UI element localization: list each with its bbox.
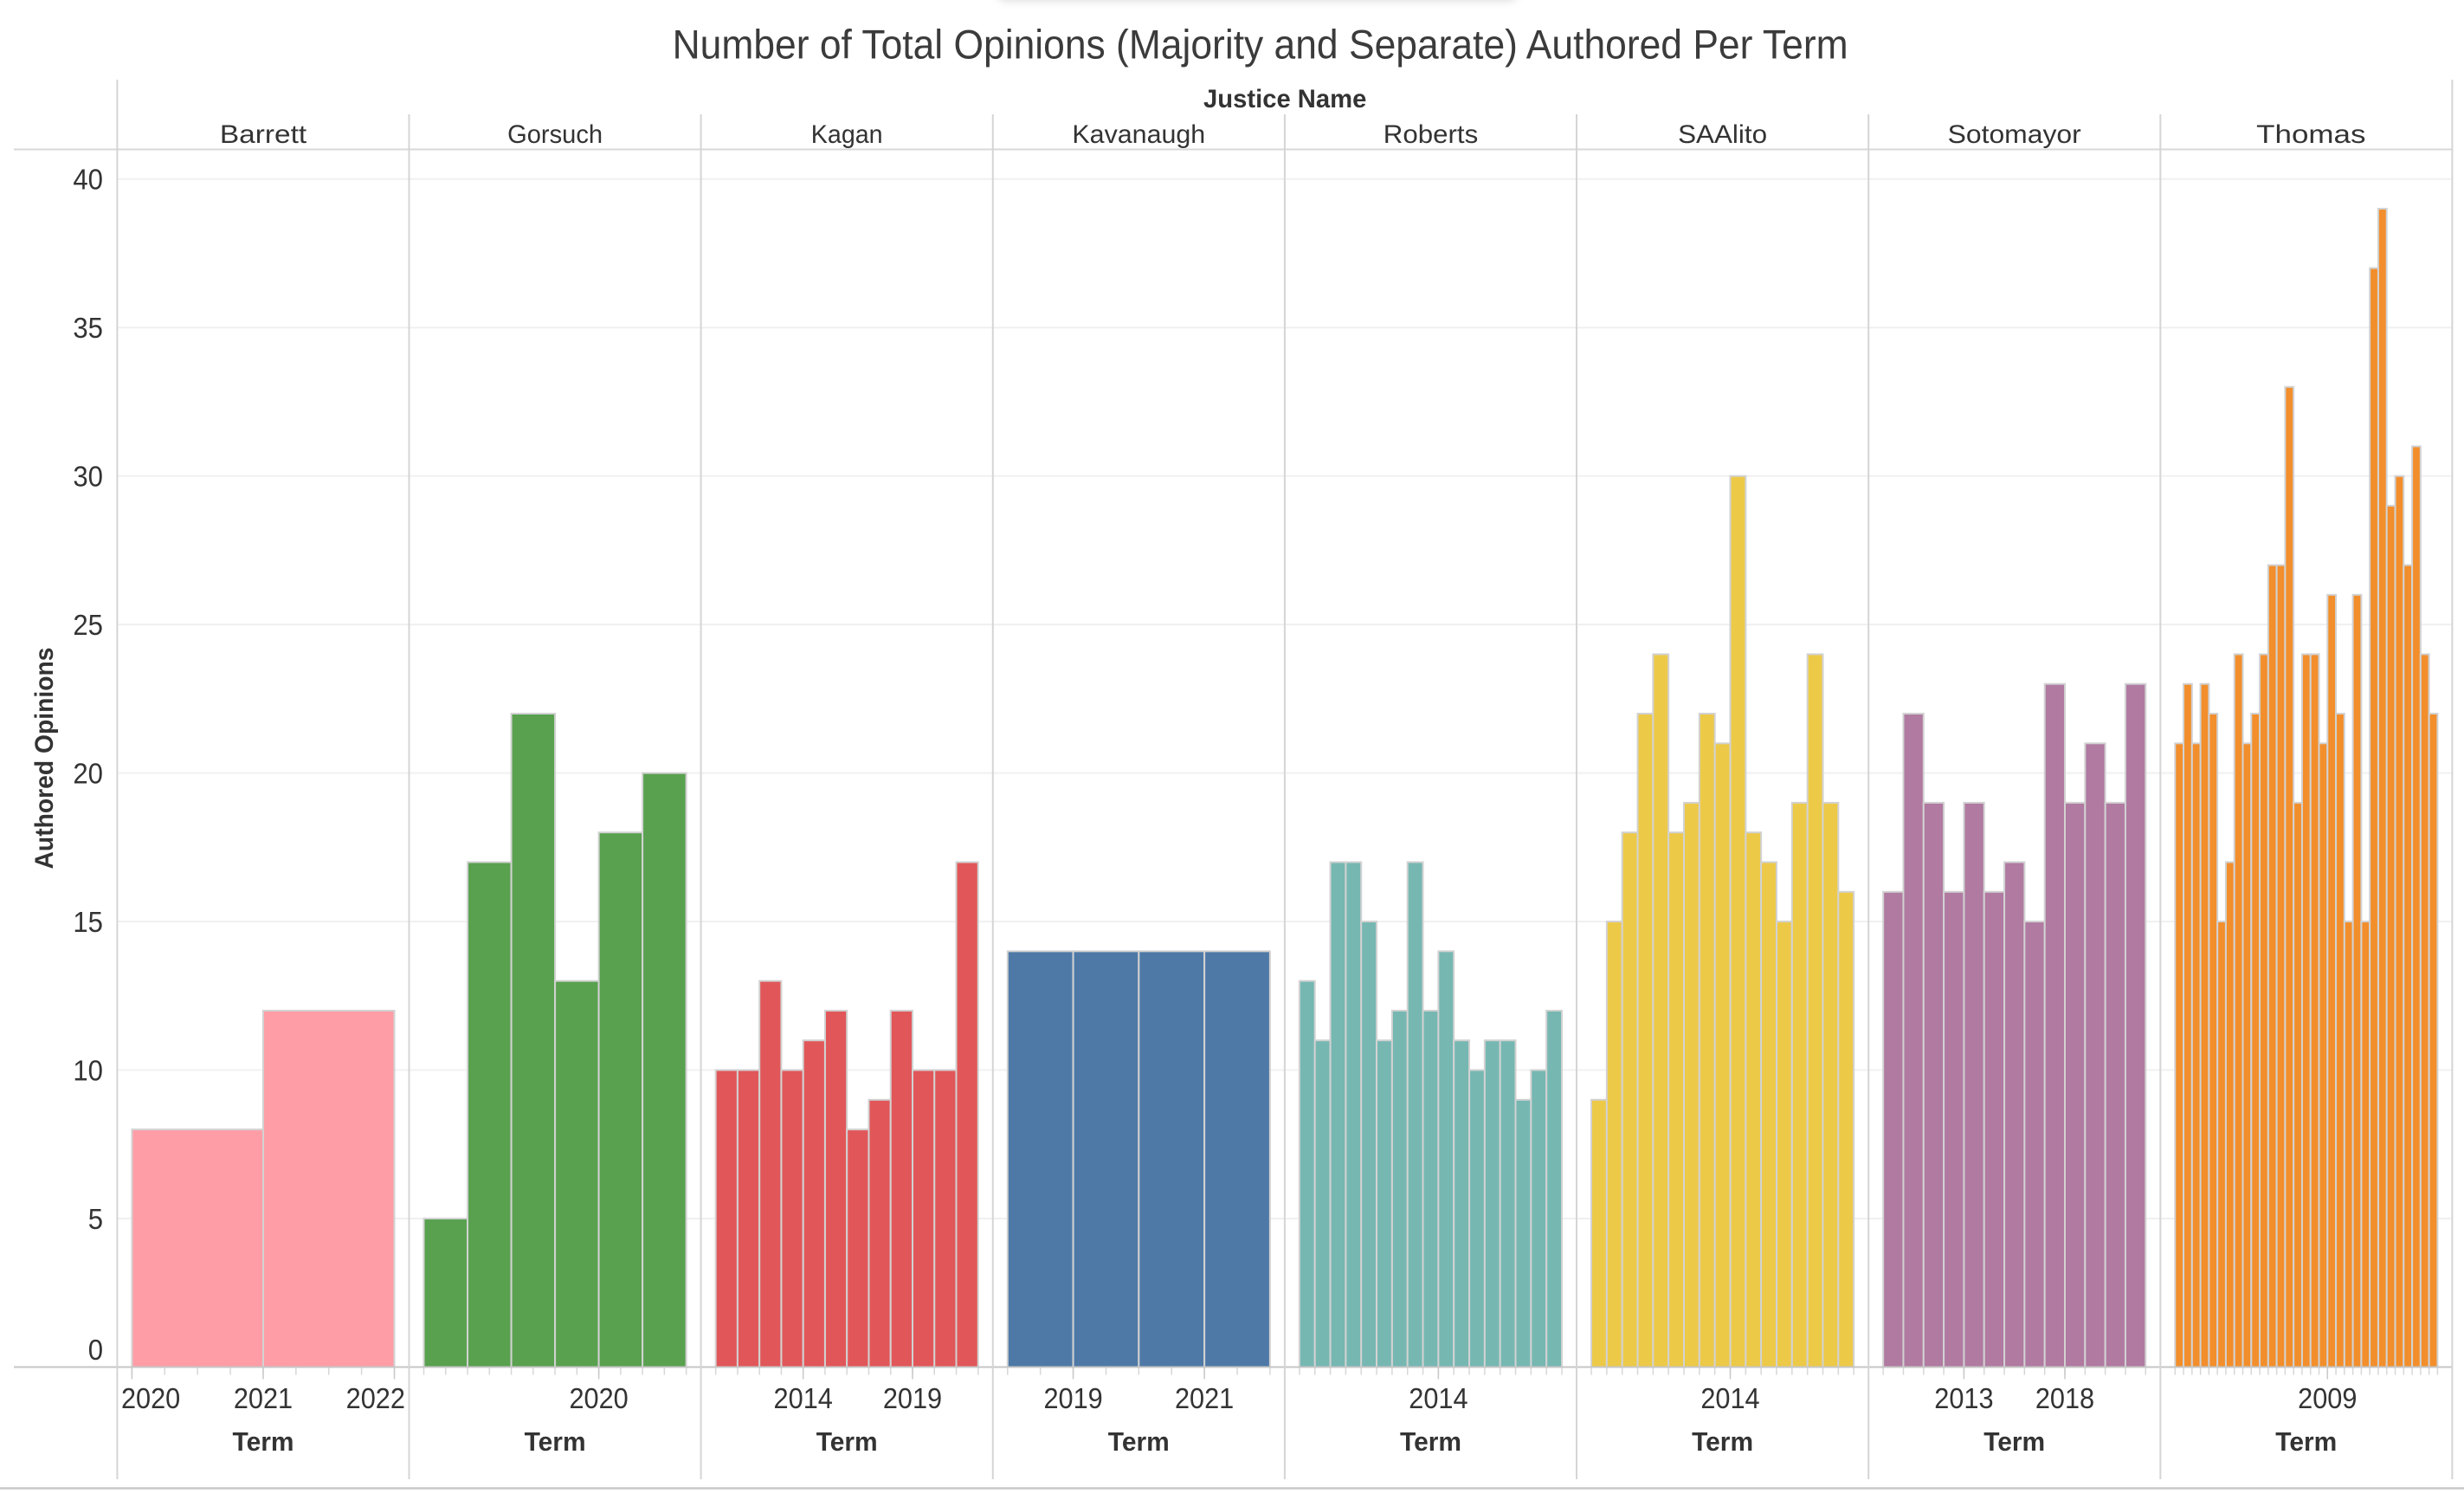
svg-text:Term: Term [1108, 1426, 1170, 1457]
svg-text:Number of Total Opinions (Majo: Number of Total Opinions (Majority and S… [673, 22, 1848, 68]
svg-text:SAAlito: SAAlito [1678, 120, 1767, 149]
svg-text:2019: 2019 [1043, 1382, 1102, 1414]
svg-text:Kagan: Kagan [811, 120, 883, 149]
svg-text:0: 0 [88, 1334, 103, 1366]
svg-text:Sotomayor: Sotomayor [1948, 120, 2081, 149]
svg-text:Term: Term [233, 1426, 294, 1457]
svg-text:5: 5 [88, 1203, 103, 1235]
svg-text:Term: Term [1983, 1426, 2045, 1457]
svg-text:2021: 2021 [1175, 1382, 1234, 1414]
svg-text:2020: 2020 [121, 1382, 180, 1414]
svg-text:Term: Term [1692, 1426, 1753, 1457]
svg-text:Justice Name: Justice Name [1203, 85, 1366, 113]
svg-text:Authored Opinions: Authored Opinions [30, 648, 59, 870]
svg-text:2014: 2014 [1409, 1382, 1467, 1414]
svg-text:2020: 2020 [569, 1382, 628, 1414]
svg-text:Term: Term [816, 1426, 878, 1457]
svg-text:2022: 2022 [346, 1382, 405, 1414]
svg-text:2009: 2009 [2298, 1382, 2357, 1414]
svg-text:15: 15 [73, 906, 103, 938]
svg-text:Thomas: Thomas [2256, 120, 2365, 149]
svg-text:35: 35 [73, 312, 103, 344]
svg-text:2014: 2014 [1700, 1382, 1759, 1414]
svg-text:40: 40 [73, 164, 103, 196]
svg-text:30: 30 [73, 461, 103, 493]
svg-text:Term: Term [525, 1426, 586, 1457]
svg-text:Roberts: Roberts [1384, 120, 1479, 149]
svg-text:Term: Term [2275, 1426, 2337, 1457]
svg-text:Gorsuch: Gorsuch [507, 120, 603, 149]
svg-text:Kavanaugh: Kavanaugh [1072, 120, 1205, 149]
svg-text:2021: 2021 [234, 1382, 293, 1414]
svg-text:Term: Term [1400, 1426, 1461, 1457]
svg-text:Barrett: Barrett [220, 120, 307, 149]
svg-text:20: 20 [73, 758, 103, 790]
svg-text:2019: 2019 [883, 1382, 942, 1414]
svg-text:2013: 2013 [1934, 1382, 1993, 1414]
svg-text:2018: 2018 [2035, 1382, 2094, 1414]
svg-text:2014: 2014 [774, 1382, 833, 1414]
svg-text:25: 25 [73, 609, 103, 641]
svg-text:10: 10 [73, 1055, 103, 1087]
